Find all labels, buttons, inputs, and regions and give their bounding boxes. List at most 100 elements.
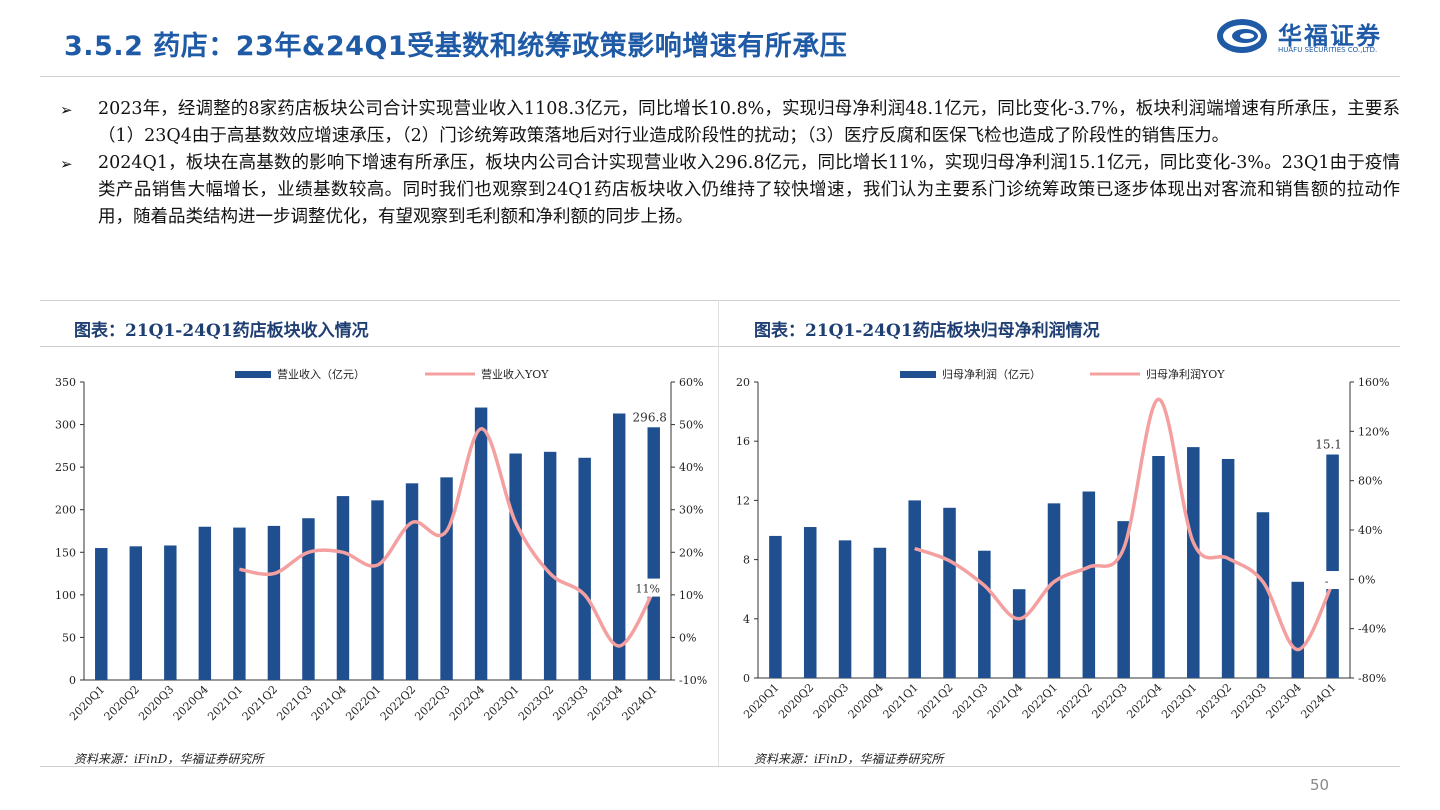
x-tick-label: 2023Q4 [1264, 681, 1304, 721]
left-chart-source: 资料来源：iFinD，华福证券研究所 [74, 752, 264, 766]
y2-tick-label: 60% [679, 376, 703, 389]
arrow-bullet-icon: ➢ [60, 101, 73, 119]
bar [769, 535, 782, 678]
x-tick-label: 2021Q2 [915, 681, 955, 721]
yoy-line [914, 397, 1335, 652]
x-tick-label: 2023Q1 [1159, 681, 1199, 721]
y-tick-label: 0 [69, 674, 76, 687]
bar [509, 453, 522, 680]
x-tick-label: 2021Q2 [240, 683, 280, 723]
bar [405, 483, 419, 680]
y-tick-label: 250 [55, 461, 76, 474]
bar-data-label: 296.8 [633, 410, 667, 424]
legend-line-label: 归母净利润YOY [1146, 367, 1225, 381]
company-logo: 华福证券 HUAFU SECURITIES CO.,LTD. [1216, 16, 1392, 60]
legend-bar-swatch [900, 371, 936, 378]
x-tick-label: 2020Q3 [136, 683, 176, 723]
x-tick-label: 2021Q1 [881, 681, 921, 721]
x-tick-label: 2022Q3 [1089, 681, 1129, 721]
x-tick-label: 2020Q3 [811, 681, 851, 721]
line-label-bg [1310, 571, 1343, 590]
bar [1256, 512, 1270, 678]
x-tick-label: 2020Q4 [846, 681, 886, 721]
x-tick-label: 2022Q3 [412, 683, 452, 723]
bar [474, 407, 488, 680]
bar [1047, 503, 1061, 678]
bar [543, 451, 557, 680]
x-tick-label: 2024Q1 [1298, 681, 1338, 721]
y2-tick-label: 0% [679, 631, 696, 644]
bar [943, 507, 956, 678]
x-tick-label: 2023Q2 [516, 683, 556, 723]
y2-tick-label: 30% [679, 504, 703, 517]
x-tick-label: 2021Q4 [985, 681, 1025, 721]
yoy-line [239, 427, 656, 648]
legend-bar-label: 归母净利润（亿元） [942, 367, 1041, 381]
legend-line-label: 营业收入YOY [481, 367, 549, 381]
y-tick-label: 12 [736, 494, 750, 507]
y2-tick-label: 160% [1358, 376, 1389, 389]
bar [1291, 581, 1305, 678]
y-tick-label: 50 [62, 631, 76, 644]
x-tick-label: 2023Q3 [1229, 681, 1269, 721]
bar [336, 496, 350, 680]
y2-tick-label: 80% [1358, 475, 1382, 488]
y2-tick-label: -40% [1358, 623, 1386, 636]
y-tick-label: 8 [743, 554, 750, 567]
revenue-chart: 0 50 100 150 200 250 300 350 -10% 0% 10% 20% 30% 40% 5… [55, 367, 707, 723]
y2-tick-label: 40% [1358, 524, 1382, 537]
y2-tick-label: -10% [679, 674, 707, 687]
y2-tick-label: 120% [1358, 425, 1389, 438]
x-tick-label: 2024Q1 [620, 683, 660, 723]
bullet-text: 2024Q1，板块在高基数的影响下增速有所承压，板块内公司合计实现营业收入296… [98, 153, 1400, 227]
y-tick-label: 350 [55, 376, 76, 389]
x-tick-label: 2022Q1 [1020, 681, 1060, 721]
legend-bar-swatch [235, 371, 271, 378]
line-data-label: 11% [636, 583, 660, 596]
chart-separator [718, 300, 719, 766]
x-tick-label: 2020Q2 [102, 683, 142, 723]
y-tick-label: 16 [736, 435, 750, 448]
bar [1012, 589, 1026, 678]
x-tick-label: 2020Q4 [171, 683, 211, 723]
bar [1221, 458, 1235, 678]
y-tick-label: 4 [743, 613, 750, 626]
bar [838, 540, 852, 678]
x-tick-label: 2020Q1 [67, 683, 107, 723]
page-title: 3.5.2 药店：23年&24Q1受基数和统筹政策影响增速有所承压 [64, 31, 848, 62]
bar [647, 427, 660, 680]
net-profit-chart: 048121620-80%-40%0%40%80%120%160%2020Q12… [736, 367, 1389, 721]
bullet-text: 2023年，经调整的8家药店板块公司合计实现营业收入1108.3亿元，同比增长1… [98, 99, 1400, 146]
bar [129, 546, 143, 680]
x-tick-label: 2023Q2 [1194, 681, 1234, 721]
y2-tick-label: 50% [679, 419, 703, 432]
logo-chinese-name: 华福证券 [1278, 22, 1382, 50]
x-tick-label: 2023Q1 [481, 683, 521, 723]
bar-data-label: 15.1 [1315, 438, 1342, 452]
chart-title-divider [40, 346, 1400, 347]
right-chart-title: 图表：21Q1-24Q1药店板块归母净利润情况 [754, 321, 1100, 341]
bar [1326, 454, 1339, 678]
left-chart-title: 图表：21Q1-24Q1药店板块收入情况 [74, 321, 369, 341]
y-tick-label: 200 [55, 504, 76, 517]
bar [267, 525, 281, 680]
bar [95, 548, 108, 680]
y-tick-label: 0 [743, 672, 750, 685]
bar [803, 527, 817, 678]
bar [440, 477, 453, 680]
x-tick-label: 2022Q4 [1124, 681, 1164, 721]
logo-swirl-icon [1217, 19, 1267, 53]
x-tick-label: 2020Q2 [776, 681, 816, 721]
x-tick-label: 2023Q3 [550, 683, 590, 723]
x-tick-label: 2023Q4 [585, 683, 625, 723]
page-number: 50 [1310, 776, 1330, 794]
x-tick-label: 2021Q1 [205, 683, 245, 723]
bar [908, 500, 921, 678]
x-tick-label: 2021Q3 [274, 683, 314, 723]
bar [1117, 521, 1130, 678]
y2-tick-label: 10% [679, 589, 703, 602]
y-tick-label: 100 [55, 589, 76, 602]
x-tick-label: 2021Q4 [309, 683, 349, 723]
bar [978, 550, 991, 678]
bar [1082, 491, 1096, 678]
